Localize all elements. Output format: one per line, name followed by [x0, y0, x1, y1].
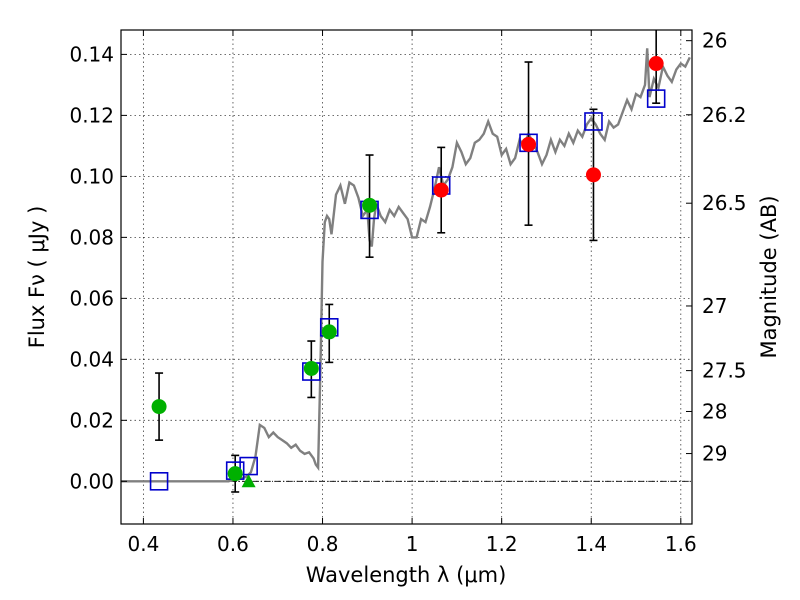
model-spectrum-line	[121, 48, 691, 483]
y-tick-label: 0.12	[69, 103, 114, 127]
x-tick-label: 0.6	[217, 532, 249, 556]
observed-points-red	[433, 56, 664, 198]
green-data-point	[303, 360, 319, 376]
observed-points-green	[151, 197, 378, 488]
green-data-point	[321, 324, 337, 340]
y-tick-label: 0.08	[69, 225, 114, 249]
y-tick-label: 0.10	[69, 164, 114, 188]
model-square-marker	[149, 472, 169, 491]
plot-frame	[120, 29, 693, 525]
x-tick-labels: 0.4 0.6 0.8 1 1.2 1.4 1.6	[127, 532, 696, 556]
y2-tick-label: 26	[702, 29, 727, 53]
y-tick-labels: 0.00 0.02 0.04 0.06 0.08 0.10 0.12 0.14	[69, 42, 114, 493]
y-tick-label: 0.06	[69, 286, 114, 310]
y2-axis-label: Magnitude (AB)	[757, 195, 781, 358]
y2-tick-label: 26.5	[702, 191, 747, 215]
y2-tick-label: 29	[702, 442, 727, 466]
y-tick-label: 0.14	[69, 42, 114, 66]
axis-ticks	[121, 30, 692, 524]
y-tick-label: 0.04	[69, 347, 114, 371]
y2-tick-label: 26.2	[702, 103, 747, 127]
y-tick-label: 0.00	[69, 469, 114, 493]
y-axis-label: Flux Fν ( μJy )	[25, 206, 49, 349]
x-tick-label: 0.8	[307, 532, 339, 556]
magnitude-tick-labels: 26 26.2 26.5 27 27.5 28 29	[702, 29, 747, 466]
green-data-point	[151, 399, 167, 415]
red-data-point	[585, 167, 601, 183]
green-upper-limit-triangle	[241, 474, 256, 488]
model-square-marker	[646, 89, 666, 108]
y2-tick-label: 27	[702, 294, 727, 318]
x-tick-label: 1.2	[486, 532, 518, 556]
y2-tick-label: 27.5	[702, 359, 747, 383]
x-tick-label: 1.4	[575, 532, 607, 556]
green-data-point	[362, 197, 378, 213]
model-square-marker	[584, 112, 603, 131]
y-tick-label: 0.02	[69, 408, 114, 432]
red-data-point	[433, 182, 449, 198]
x-tick-label: 0.4	[127, 532, 159, 556]
x-tick-label: 1	[406, 532, 419, 556]
y2-tick-label: 28	[702, 399, 727, 423]
x-tick-label: 1.6	[665, 532, 697, 556]
red-data-point	[648, 56, 664, 72]
green-data-point	[227, 466, 243, 482]
plot-area	[121, 30, 691, 493]
x-axis-label: Wavelength λ (μm)	[306, 563, 507, 587]
red-data-point	[521, 136, 537, 152]
